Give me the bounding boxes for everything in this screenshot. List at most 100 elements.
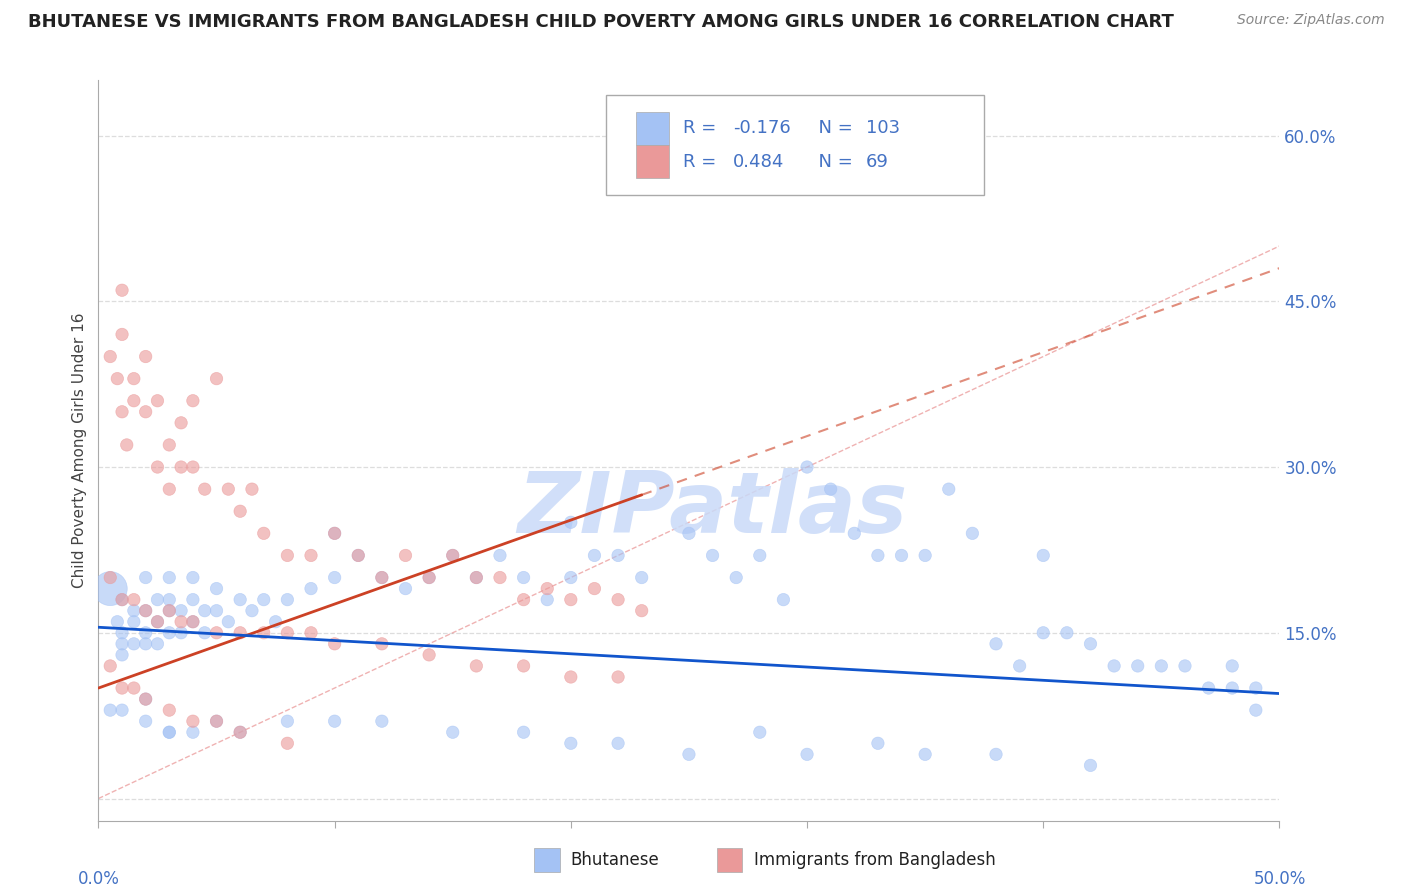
Point xyxy=(772,592,794,607)
Point xyxy=(394,582,416,596)
Point xyxy=(135,350,157,364)
Point xyxy=(560,670,582,684)
Point xyxy=(181,615,204,629)
Point xyxy=(323,637,346,651)
FancyBboxPatch shape xyxy=(636,145,669,178)
Point xyxy=(630,570,652,584)
Point xyxy=(489,570,512,584)
Point xyxy=(276,592,298,607)
Point xyxy=(607,549,630,563)
Point xyxy=(135,604,157,618)
Point xyxy=(441,549,464,563)
Point xyxy=(1174,659,1197,673)
Point xyxy=(98,659,121,673)
FancyBboxPatch shape xyxy=(606,95,984,195)
Point xyxy=(276,736,298,750)
Point xyxy=(512,725,534,739)
Point xyxy=(796,747,818,762)
Point xyxy=(98,570,121,584)
Point xyxy=(146,637,169,651)
Point xyxy=(181,570,204,584)
Point xyxy=(217,482,239,496)
Point xyxy=(205,371,228,385)
Point xyxy=(276,714,298,729)
Point xyxy=(962,526,984,541)
Point xyxy=(122,371,145,385)
Point xyxy=(122,592,145,607)
Point xyxy=(890,549,912,563)
Point xyxy=(323,526,346,541)
Point xyxy=(253,592,276,607)
Point xyxy=(146,460,169,475)
Point xyxy=(371,714,394,729)
Point xyxy=(984,637,1007,651)
Point xyxy=(418,570,440,584)
Point xyxy=(157,604,180,618)
Point xyxy=(512,592,534,607)
Point xyxy=(135,692,157,706)
Point xyxy=(146,615,169,629)
Point xyxy=(181,714,204,729)
Point xyxy=(465,570,488,584)
Point xyxy=(157,725,180,739)
Point xyxy=(157,703,180,717)
Point xyxy=(135,714,157,729)
Point xyxy=(170,416,193,430)
Point xyxy=(583,582,606,596)
Text: 0.484: 0.484 xyxy=(733,153,785,170)
Point xyxy=(105,371,128,385)
Point xyxy=(111,592,134,607)
Point xyxy=(157,438,180,452)
Text: 103: 103 xyxy=(866,120,900,137)
Point xyxy=(111,681,134,695)
Point xyxy=(536,592,558,607)
Point xyxy=(253,625,276,640)
Point xyxy=(489,549,512,563)
Point xyxy=(253,526,276,541)
Point xyxy=(1150,659,1173,673)
Point xyxy=(512,570,534,584)
Text: 69: 69 xyxy=(866,153,889,170)
Point xyxy=(866,549,889,563)
Point xyxy=(181,615,204,629)
Point xyxy=(276,549,298,563)
Point xyxy=(371,637,394,651)
FancyBboxPatch shape xyxy=(636,112,669,145)
Point xyxy=(371,570,394,584)
Point xyxy=(630,604,652,618)
Point xyxy=(607,736,630,750)
Point xyxy=(111,283,134,297)
Text: BHUTANESE VS IMMIGRANTS FROM BANGLADESH CHILD POVERTY AMONG GIRLS UNDER 16 CORRE: BHUTANESE VS IMMIGRANTS FROM BANGLADESH … xyxy=(28,13,1174,31)
Point xyxy=(122,604,145,618)
Text: N =: N = xyxy=(807,153,859,170)
Text: Source: ZipAtlas.com: Source: ZipAtlas.com xyxy=(1237,13,1385,28)
Point xyxy=(170,604,193,618)
Point xyxy=(418,648,440,662)
Point xyxy=(229,504,252,518)
Text: R =: R = xyxy=(683,120,723,137)
Point xyxy=(157,570,180,584)
Text: ZIPatlas: ZIPatlas xyxy=(517,468,908,551)
Point xyxy=(157,592,180,607)
Point xyxy=(914,747,936,762)
Point xyxy=(465,570,488,584)
Point xyxy=(465,659,488,673)
Text: 50.0%: 50.0% xyxy=(1253,871,1306,888)
Point xyxy=(98,350,121,364)
Point xyxy=(441,725,464,739)
Point xyxy=(299,582,322,596)
Point xyxy=(111,405,134,419)
Point xyxy=(135,604,157,618)
Point xyxy=(217,615,239,629)
Point xyxy=(98,703,121,717)
Point xyxy=(607,592,630,607)
Point xyxy=(866,736,889,750)
Text: Bhutanese: Bhutanese xyxy=(571,851,659,870)
Point xyxy=(194,625,217,640)
Point xyxy=(205,604,228,618)
Point xyxy=(347,549,370,563)
Point xyxy=(1244,703,1267,717)
Point xyxy=(205,714,228,729)
Point xyxy=(796,460,818,475)
Point xyxy=(1102,659,1125,673)
